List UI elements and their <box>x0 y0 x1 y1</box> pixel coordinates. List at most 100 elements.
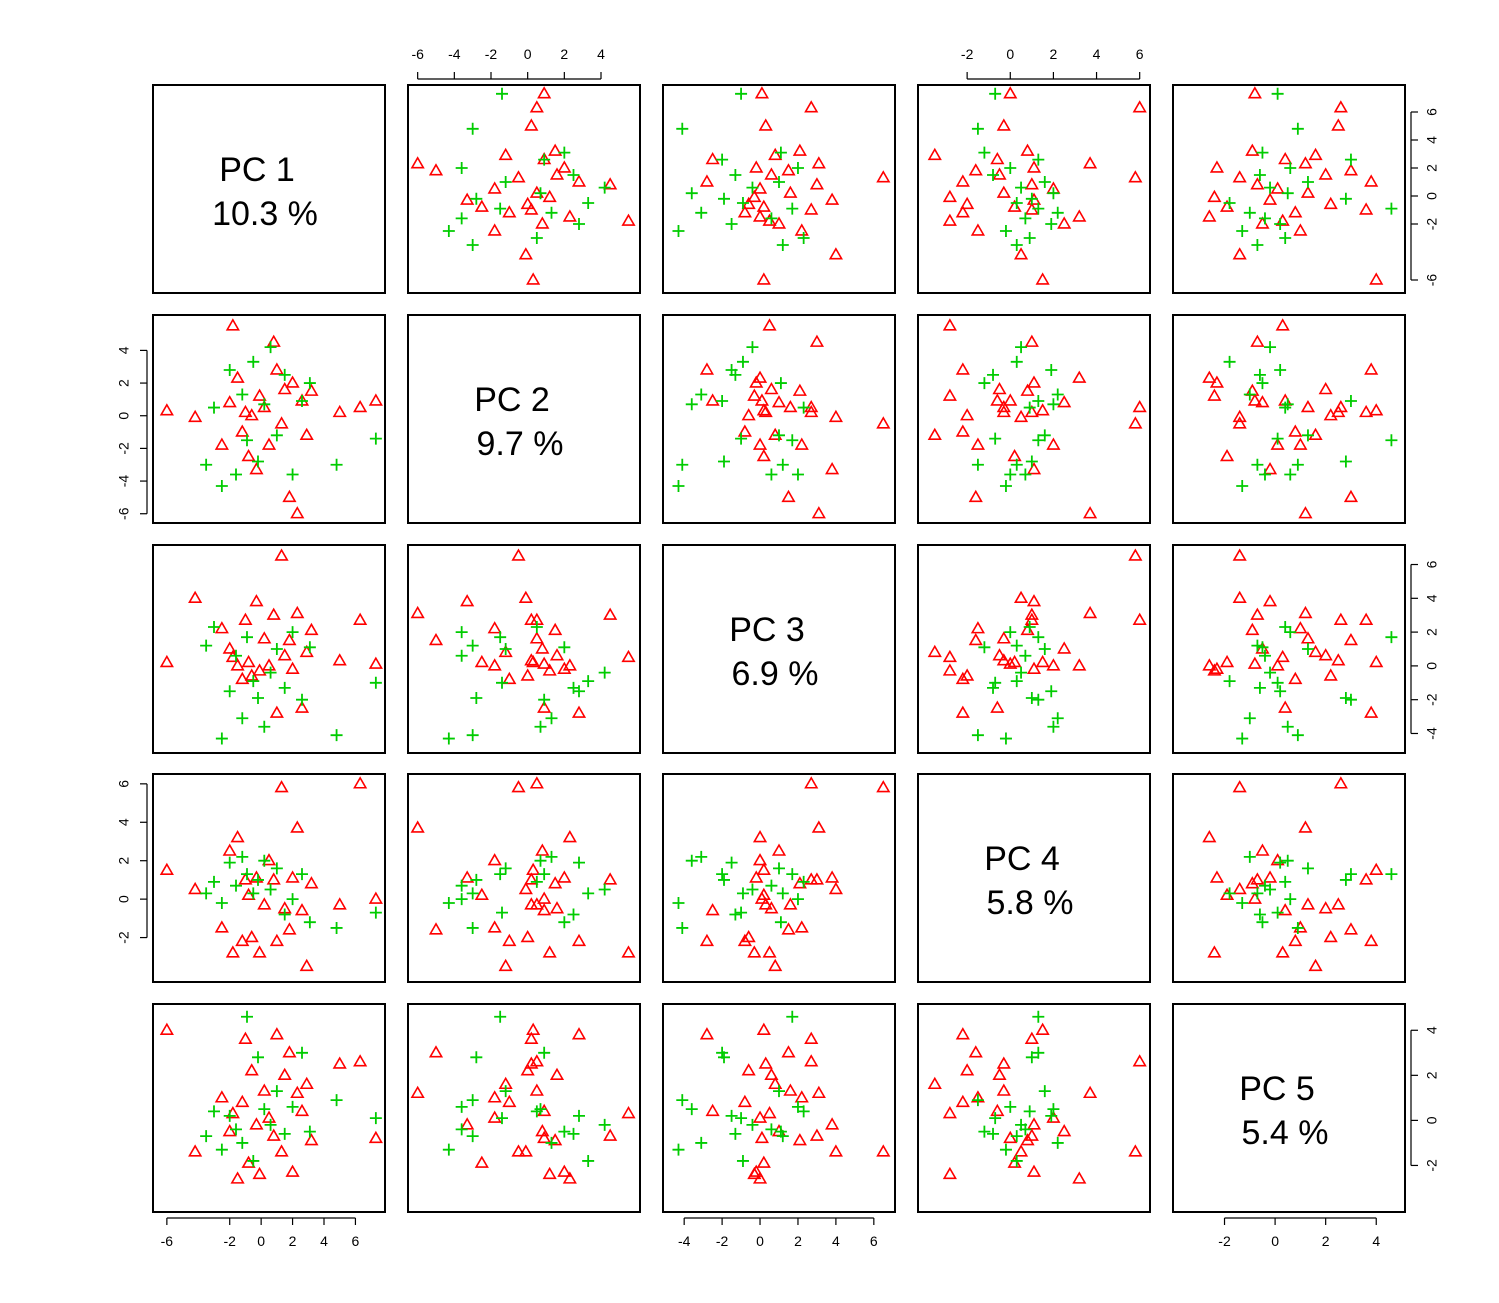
data-point-triangle <box>1308 147 1323 161</box>
data-point-plus <box>773 1085 785 1098</box>
data-point-triangle <box>1035 272 1050 285</box>
data-point-triangle <box>502 671 517 685</box>
data-point-plus <box>208 621 220 634</box>
data-point-plus <box>252 455 264 468</box>
data-point-triangle <box>549 1067 565 1081</box>
data-point-plus <box>729 908 742 921</box>
data-point-plus <box>1032 434 1045 447</box>
data-point-plus <box>971 1094 984 1107</box>
data-point-triangle <box>474 1155 489 1168</box>
data-point-triangle <box>511 170 526 183</box>
data-point-triangle <box>762 213 777 226</box>
data-point-triangle <box>1364 705 1379 718</box>
data-point-triangle <box>1132 1054 1147 1067</box>
data-point-plus <box>797 875 810 888</box>
data-point-triangle <box>1288 671 1303 685</box>
data-point-triangle <box>518 247 533 260</box>
data-point-triangle <box>261 853 277 866</box>
data-point-triangle <box>754 393 770 406</box>
data-point-triangle <box>1013 409 1029 423</box>
tick-label-pc4: 4 <box>1093 46 1101 62</box>
data-point-triangle <box>996 653 1011 666</box>
data-point-plus <box>729 169 742 181</box>
data-point-plus <box>1274 856 1287 869</box>
data-point-plus <box>718 455 730 468</box>
data-point-triangle <box>252 945 267 958</box>
data-point-plus <box>676 921 689 934</box>
data-point-triangle <box>794 437 809 450</box>
data-point-plus <box>1004 1100 1017 1113</box>
data-point-triangle <box>741 929 756 943</box>
data-point-plus <box>989 87 1002 100</box>
data-point-triangle <box>1024 1128 1039 1141</box>
data-point-triangle <box>1298 820 1313 833</box>
data-point-triangle <box>410 605 425 619</box>
data-point-triangle <box>225 945 240 958</box>
data-point-triangle <box>562 209 577 222</box>
data-point-plus <box>1243 206 1256 219</box>
data-point-triangle <box>1318 167 1333 180</box>
tick-label-pc5: 4 <box>1372 1233 1380 1249</box>
data-point-triangle <box>828 881 843 895</box>
data-point-triangle <box>257 1083 272 1096</box>
data-point-plus <box>685 187 698 200</box>
data-point-triangle <box>968 1045 983 1058</box>
data-point-plus <box>987 681 1000 694</box>
data-point-plus <box>470 873 483 886</box>
data-point-triangle <box>1278 903 1293 916</box>
data-point-triangle <box>159 1022 174 1035</box>
data-point-plus <box>455 879 468 892</box>
data-point-triangle <box>520 668 535 681</box>
data-point-triangle <box>996 631 1011 644</box>
data-point-plus <box>545 712 558 725</box>
data-point-plus <box>582 1154 595 1167</box>
panel-r2-c2 <box>407 314 641 524</box>
data-point-plus <box>208 401 220 414</box>
data-point-triangle <box>214 920 229 933</box>
data-point-triangle <box>1057 216 1072 229</box>
data-point-triangle <box>188 409 203 423</box>
data-point-triangle <box>942 1166 957 1180</box>
tick-label-pc4: 2 <box>1050 46 1058 62</box>
data-point-triangle <box>1003 656 1018 669</box>
data-point-triangle <box>535 843 550 856</box>
data-point-plus <box>672 479 685 492</box>
data-point-triangle <box>970 223 986 236</box>
data-point-triangle <box>762 1106 777 1119</box>
data-point-plus <box>499 643 512 655</box>
data-point-plus <box>558 916 571 929</box>
data-point-plus <box>1045 218 1058 230</box>
data-point-triangle <box>1219 654 1235 668</box>
data-point-plus <box>1251 458 1264 471</box>
data-point-triangle <box>1293 437 1308 450</box>
data-point-triangle <box>1318 901 1333 914</box>
data-point-plus <box>676 1094 689 1107</box>
data-point-plus <box>999 1143 1012 1156</box>
data-point-triangle <box>549 901 565 914</box>
data-point-plus <box>786 434 799 447</box>
tick-label-pc1: -6 <box>161 1233 174 1249</box>
data-point-plus <box>1284 893 1297 906</box>
data-point-triangle <box>188 881 203 895</box>
data-point-plus <box>999 732 1012 745</box>
data-point-plus <box>1281 187 1294 200</box>
data-point-triangle <box>768 1076 783 1090</box>
data-point-triangle <box>754 1130 770 1144</box>
data-point-plus <box>1025 692 1038 704</box>
data-point-triangle <box>511 1144 526 1157</box>
data-point-plus <box>1032 693 1045 706</box>
data-point-triangle <box>1275 318 1290 331</box>
tick-label-pc5: 0 <box>1424 1116 1440 1124</box>
data-point-plus <box>1385 434 1398 447</box>
data-point-plus <box>1023 1105 1036 1118</box>
panel-r1-c1 <box>152 84 386 294</box>
data-point-plus <box>223 856 236 869</box>
data-point-triangle <box>1232 548 1247 561</box>
data-point-triangle <box>562 1171 577 1184</box>
data-point-triangle <box>1262 594 1278 607</box>
data-point-triangle <box>1024 607 1039 620</box>
data-point-plus <box>1038 1085 1051 1098</box>
data-point-plus <box>1385 202 1398 215</box>
data-point-triangle <box>241 654 256 668</box>
data-point-triangle <box>428 163 444 176</box>
